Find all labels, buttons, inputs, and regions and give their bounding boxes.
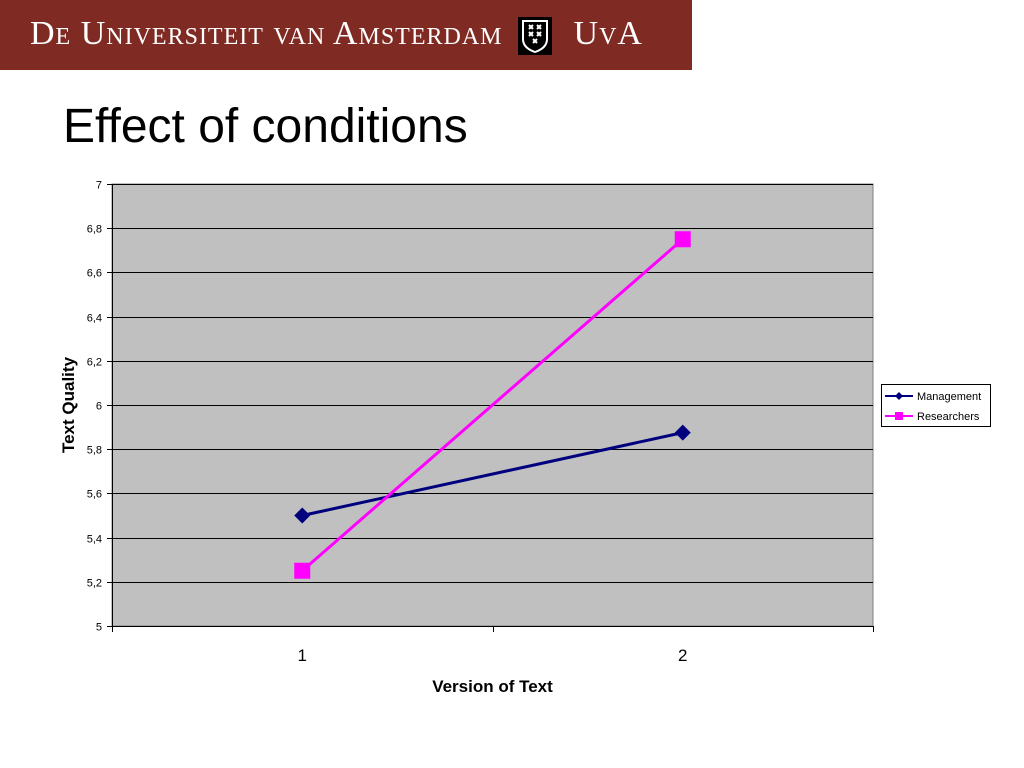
data-point-management <box>674 424 691 441</box>
y-tick-label: 5,2 <box>87 578 102 590</box>
y-tick-label: 6,4 <box>87 313 102 325</box>
institution-name: De Universiteit van Amsterdam <box>30 15 503 52</box>
series-line-researchers <box>301 238 684 572</box>
y-tick-label: 7 <box>96 180 102 192</box>
y-tick-label: 6,2 <box>87 357 102 369</box>
x-tick-label: 1 <box>298 646 307 665</box>
y-tick-label: 6 <box>96 401 102 413</box>
y-tick-label: 5,4 <box>87 534 102 546</box>
y-tick-label: 5,8 <box>87 445 102 457</box>
x-axis-title: Version of Text <box>432 677 553 696</box>
series-group <box>294 231 691 579</box>
series-line-management <box>301 431 684 517</box>
y-tick-label: 5,6 <box>87 489 102 501</box>
university-seal-icon <box>518 17 553 56</box>
x-tick-label: 2 <box>678 646 687 665</box>
data-point-management <box>294 507 311 524</box>
university-banner: De Universiteit van Amsterdam UvA <box>0 0 692 70</box>
legend-label: Researchers <box>917 411 980 423</box>
legend: Management Researchers <box>881 384 991 427</box>
legend-marker-researchers <box>895 412 903 420</box>
legend-marker-management <box>895 392 903 400</box>
data-point-researchers <box>294 562 311 579</box>
banner-text: De Universiteit van Amsterdam UvA <box>30 14 643 56</box>
legend-label: Management <box>917 391 981 403</box>
y-tick-label: 6,6 <box>87 268 102 280</box>
y-tick-label: 5 <box>96 622 102 634</box>
data-point-researchers <box>674 231 691 248</box>
axis-group: 5 5,2 5,4 5,6 5,8 6 6,2 6,4 6,6 6,8 7 1 2 <box>87 180 874 665</box>
page-title: Effect of conditions <box>63 100 468 153</box>
y-axis-title: Text Quality <box>59 356 78 453</box>
y-tick-label: 6,8 <box>87 224 102 236</box>
institution-abbreviation: UvA <box>573 15 643 52</box>
